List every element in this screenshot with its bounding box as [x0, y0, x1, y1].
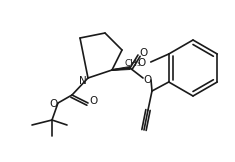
- Text: O: O: [138, 58, 146, 68]
- Text: CH₃: CH₃: [125, 58, 141, 68]
- Text: O: O: [89, 96, 97, 106]
- Text: N: N: [79, 76, 87, 86]
- Text: O: O: [49, 99, 57, 109]
- Text: O: O: [144, 75, 152, 85]
- Text: O: O: [139, 48, 147, 58]
